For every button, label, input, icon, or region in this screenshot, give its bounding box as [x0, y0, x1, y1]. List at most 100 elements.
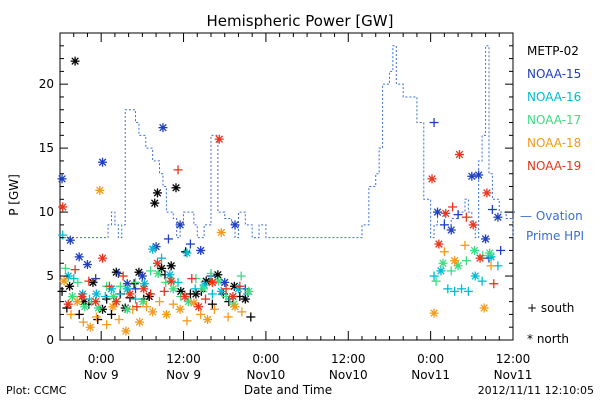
- point-noaa15-south: [113, 268, 123, 278]
- point-noaa18-north: [230, 302, 240, 312]
- point-noaa17-south: [236, 271, 246, 281]
- legend-ovation-line2: Prime HPI: [526, 229, 584, 243]
- point-noaa19-south: [201, 294, 211, 304]
- plot-credit: Plot: CCMC: [6, 384, 67, 397]
- point-noaa17-north: [470, 245, 480, 255]
- point-metp02-north: [70, 56, 80, 66]
- point-noaa19-north: [180, 292, 190, 302]
- point-noaa18-north: [121, 326, 131, 336]
- point-noaa16-south: [429, 271, 439, 281]
- point-noaa19-north: [152, 258, 162, 268]
- point-metp02-north: [150, 198, 160, 208]
- point-noaa16-south: [157, 253, 167, 263]
- point-noaa15-north: [158, 123, 168, 133]
- point-noaa18-north: [216, 228, 226, 238]
- x-tick-label-date: Nov11: [411, 368, 450, 382]
- point-noaa19-north: [434, 239, 444, 249]
- point-metp02-north: [171, 183, 181, 193]
- legend-item-noaa16: NOAA-16: [527, 90, 581, 104]
- y-tick-label: 0: [46, 333, 54, 347]
- point-noaa18-north: [175, 304, 185, 314]
- plot-timestamp: 2012/11/11 12:10:05: [478, 384, 594, 397]
- point-noaa19-north: [91, 297, 101, 307]
- point-metp02-south: [57, 286, 67, 296]
- point-noaa17-south: [161, 277, 171, 287]
- point-noaa15-north: [446, 225, 456, 235]
- x-tick-label-time: 12:00: [166, 352, 201, 366]
- point-noaa18-north: [135, 317, 145, 327]
- point-noaa15-north: [230, 220, 240, 230]
- point-noaa17-north: [138, 297, 148, 307]
- point-noaa16-north: [148, 244, 158, 254]
- point-noaa17-south: [431, 276, 441, 286]
- point-noaa18-south: [223, 312, 233, 322]
- point-noaa19-north: [111, 297, 121, 307]
- y-tick-label: 10: [39, 205, 54, 219]
- point-noaa19-north: [77, 292, 87, 302]
- point-noaa15-north: [196, 245, 206, 255]
- point-noaa17-south: [131, 277, 140, 287]
- x-tick-label-date: Nov 9: [84, 368, 119, 382]
- point-noaa15-north: [493, 212, 503, 222]
- point-noaa18-south: [237, 307, 247, 317]
- point-noaa19-south: [221, 284, 231, 294]
- point-noaa16-south: [190, 284, 200, 294]
- point-noaa17-south: [206, 268, 216, 278]
- point-noaa18-south: [114, 315, 124, 325]
- y-axis-label: P [GW]: [7, 174, 21, 216]
- point-noaa19-north: [468, 220, 478, 230]
- point-noaa17-south: [446, 266, 456, 276]
- x-axis-ticks: 0:00 Nov 9 12:00 Nov 9 0:00 Nov10 12:00 Nov10 0:…: [59, 33, 532, 382]
- point-noaa18-north: [429, 308, 439, 318]
- point-noaa17-north: [453, 261, 463, 271]
- point-noaa15-north: [137, 271, 147, 281]
- point-noaa18-south: [155, 297, 165, 307]
- point-noaa16-south: [131, 294, 140, 304]
- point-noaa16-south: [443, 284, 453, 294]
- point-noaa17-north: [153, 268, 163, 278]
- point-noaa18-south: [168, 299, 178, 309]
- point-noaa16-north: [91, 289, 101, 299]
- point-noaa17-north: [183, 297, 193, 307]
- x-tick-label-time: 0:00: [252, 352, 279, 366]
- point-noaa15-south: [439, 220, 449, 230]
- point-noaa19-north: [214, 134, 224, 144]
- point-noaa19-north: [482, 188, 492, 198]
- point-noaa19-north: [228, 292, 238, 302]
- legend: METP-02 NOAA-15 NOAA-16 NOAA-17 NOAA-18 …: [520, 44, 584, 346]
- point-metp02-north: [166, 261, 176, 271]
- point-noaa18-north: [148, 307, 158, 317]
- point-noaa19-south: [461, 212, 471, 222]
- point-metp02-north: [157, 263, 167, 273]
- x-tick-label-date: Nov 9: [166, 368, 201, 382]
- point-noaa19-north: [139, 284, 149, 294]
- point-noaa17-north: [198, 284, 208, 294]
- point-metp02-south: [74, 309, 84, 319]
- point-noaa16-north: [182, 248, 192, 258]
- y-tick-label: 15: [39, 141, 54, 155]
- point-noaa19-north: [427, 174, 437, 184]
- point-noaa16-north: [165, 270, 175, 280]
- point-noaa15-north: [74, 252, 84, 262]
- y-axis-ticks: 0 5 10 15 20: [39, 45, 513, 347]
- x-tick-label-time: 12:00: [496, 352, 531, 366]
- point-noaa16-south: [457, 284, 467, 294]
- point-noaa16-south: [207, 289, 217, 299]
- ovation-line-layer: [60, 45, 515, 239]
- point-noaa19-north: [166, 276, 176, 286]
- point-noaa15-north: [57, 174, 67, 184]
- point-noaa19-north: [441, 208, 451, 218]
- point-noaa18-north: [189, 298, 199, 308]
- point-noaa17-south: [115, 281, 125, 291]
- point-noaa15-north: [433, 207, 442, 217]
- legend-ovation-line1: — Ovation: [520, 209, 583, 223]
- point-noaa17-north: [168, 284, 178, 294]
- point-metp02-south: [207, 299, 217, 309]
- point-noaa17-south: [146, 266, 156, 276]
- point-noaa19-north: [194, 302, 204, 312]
- point-noaa18-south: [182, 316, 192, 326]
- point-noaa18-north: [59, 276, 69, 286]
- point-noaa19-south: [104, 281, 114, 291]
- point-noaa16-south: [450, 286, 460, 296]
